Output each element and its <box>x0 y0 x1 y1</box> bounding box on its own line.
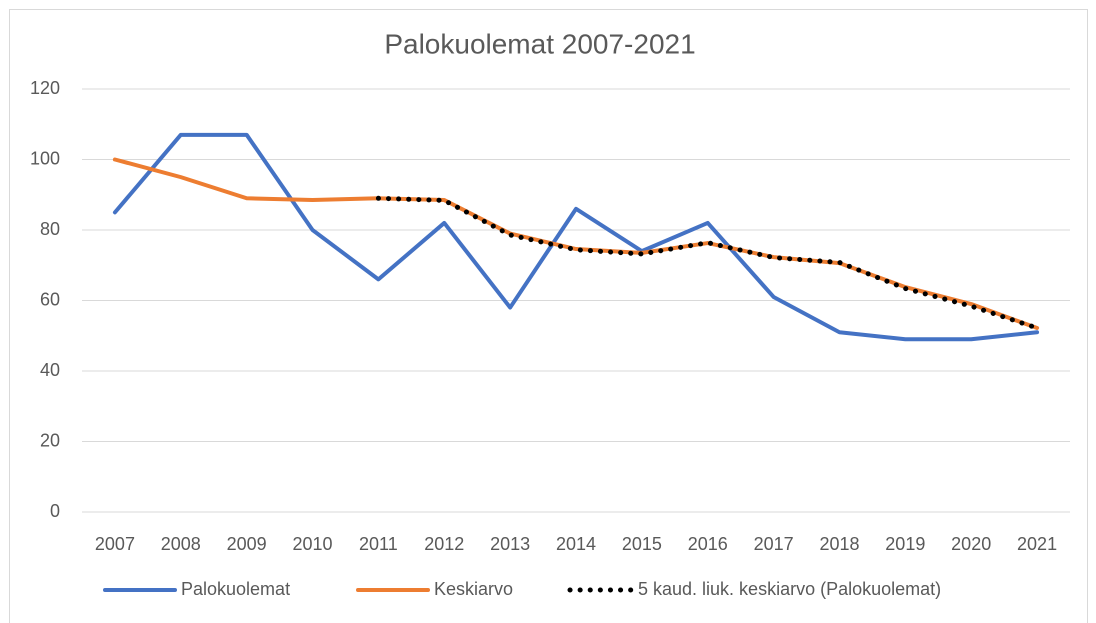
x-tick-label: 2009 <box>227 534 267 554</box>
x-tick-label: 2015 <box>622 534 662 554</box>
x-tick-label: 2020 <box>951 534 991 554</box>
series-line <box>375 195 1040 331</box>
chart-title: Palokuolemat 2007-2021 <box>384 28 695 59</box>
x-tick-label: 2021 <box>1017 534 1057 554</box>
x-tick-label: 2007 <box>95 534 135 554</box>
x-tick-label: 2016 <box>688 534 728 554</box>
y-tick-label: 120 <box>30 78 60 98</box>
x-tick-label: 2013 <box>490 534 530 554</box>
series-line <box>112 132 1040 342</box>
x-tick-label: 2019 <box>885 534 925 554</box>
series-line <box>112 157 1040 330</box>
legend-label: Palokuolemat <box>181 579 290 599</box>
y-tick-label: 80 <box>40 219 60 239</box>
x-tick-label: 2018 <box>819 534 859 554</box>
y-tick-label: 0 <box>50 501 60 521</box>
y-tick-label: 100 <box>30 148 60 168</box>
x-tick-label: 2012 <box>424 534 464 554</box>
x-tick-label: 2011 <box>359 534 398 554</box>
x-tick-label: 2008 <box>161 534 201 554</box>
y-tick-label: 60 <box>40 289 60 309</box>
legend-label: 5 kaud. liuk. keskiarvo (Palokuolemat) <box>638 579 941 599</box>
y-tick-label: 40 <box>40 360 60 380</box>
x-tick-label: 2017 <box>754 534 794 554</box>
x-tick-label: 2014 <box>556 534 596 554</box>
x-tick-label: 2010 <box>293 534 333 554</box>
legend-label: Keskiarvo <box>434 579 513 599</box>
chart-border <box>9 9 1088 623</box>
y-tick-label: 20 <box>40 430 60 450</box>
